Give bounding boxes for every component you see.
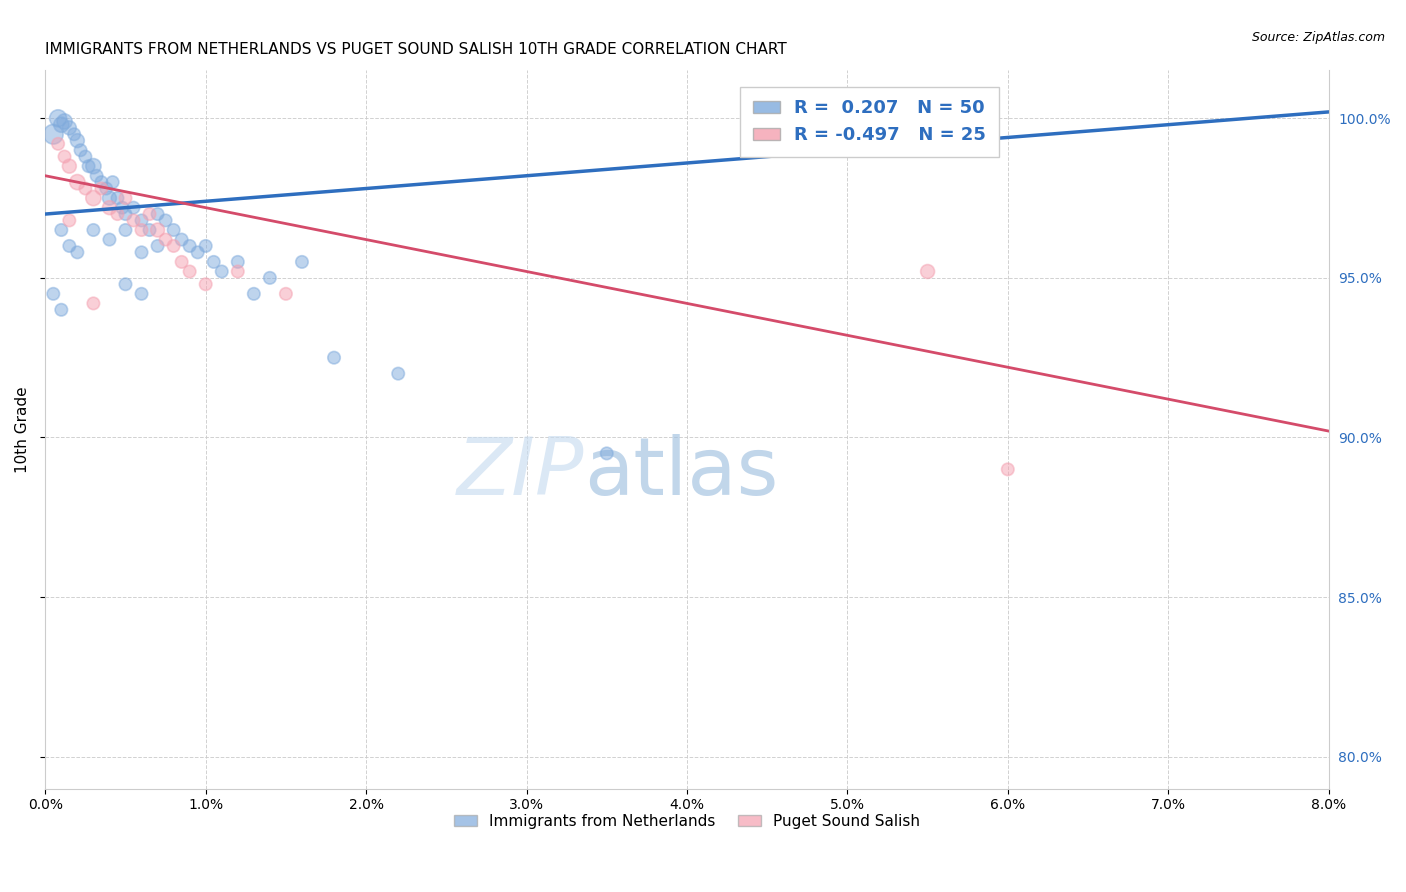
Point <box>917 264 939 278</box>
Point <box>75 150 97 164</box>
Point <box>114 223 136 237</box>
Point <box>179 239 201 253</box>
Point <box>51 302 73 317</box>
Point <box>187 245 209 260</box>
Point <box>90 175 112 189</box>
Point <box>387 367 409 381</box>
Point <box>131 245 153 260</box>
Point <box>131 286 153 301</box>
Point <box>69 143 91 157</box>
Point <box>82 191 104 205</box>
Point <box>170 233 193 247</box>
Text: atlas: atlas <box>585 434 779 512</box>
Point <box>58 239 80 253</box>
Point <box>46 136 69 151</box>
Point <box>146 223 169 237</box>
Point <box>98 201 121 215</box>
Point <box>98 191 121 205</box>
Point <box>66 245 89 260</box>
Point <box>162 223 184 237</box>
Point <box>138 223 160 237</box>
Point <box>146 207 169 221</box>
Point <box>58 120 80 135</box>
Point <box>596 446 619 460</box>
Point <box>226 264 249 278</box>
Point <box>138 207 160 221</box>
Point <box>122 201 145 215</box>
Point <box>107 207 129 221</box>
Point <box>42 128 65 142</box>
Point <box>114 277 136 292</box>
Point <box>58 213 80 227</box>
Text: ZIP: ZIP <box>457 434 585 512</box>
Point <box>226 255 249 269</box>
Point <box>77 159 100 173</box>
Point <box>53 150 76 164</box>
Point <box>101 175 124 189</box>
Point <box>323 351 346 365</box>
Point <box>170 255 193 269</box>
Text: Source: ZipAtlas.com: Source: ZipAtlas.com <box>1251 31 1385 45</box>
Point <box>63 128 86 142</box>
Point <box>122 213 145 227</box>
Point <box>194 239 217 253</box>
Point <box>202 255 225 269</box>
Point <box>155 213 177 227</box>
Point <box>82 159 104 173</box>
Point <box>111 201 134 215</box>
Point <box>194 277 217 292</box>
Point <box>131 213 153 227</box>
Point <box>291 255 314 269</box>
Point <box>114 207 136 221</box>
Point <box>997 462 1019 476</box>
Legend: Immigrants from Netherlands, Puget Sound Salish: Immigrants from Netherlands, Puget Sound… <box>447 807 927 835</box>
Point <box>179 264 201 278</box>
Point <box>53 114 76 128</box>
Point <box>274 286 297 301</box>
Point <box>58 159 80 173</box>
Point <box>155 233 177 247</box>
Point <box>86 169 108 183</box>
Point <box>114 191 136 205</box>
Point <box>66 175 89 189</box>
Y-axis label: 10th Grade: 10th Grade <box>15 386 30 473</box>
Point <box>259 271 281 285</box>
Point <box>82 223 104 237</box>
Point <box>90 181 112 195</box>
Point <box>82 296 104 310</box>
Text: IMMIGRANTS FROM NETHERLANDS VS PUGET SOUND SALISH 10TH GRADE CORRELATION CHART: IMMIGRANTS FROM NETHERLANDS VS PUGET SOU… <box>45 42 787 57</box>
Point <box>96 181 118 195</box>
Point <box>46 112 69 126</box>
Point <box>107 191 129 205</box>
Point <box>66 134 89 148</box>
Point <box>146 239 169 253</box>
Point <box>75 181 97 195</box>
Point <box>51 223 73 237</box>
Point <box>131 223 153 237</box>
Point <box>211 264 233 278</box>
Point <box>98 233 121 247</box>
Point <box>42 286 65 301</box>
Point <box>162 239 184 253</box>
Point <box>243 286 266 301</box>
Point <box>51 118 73 132</box>
